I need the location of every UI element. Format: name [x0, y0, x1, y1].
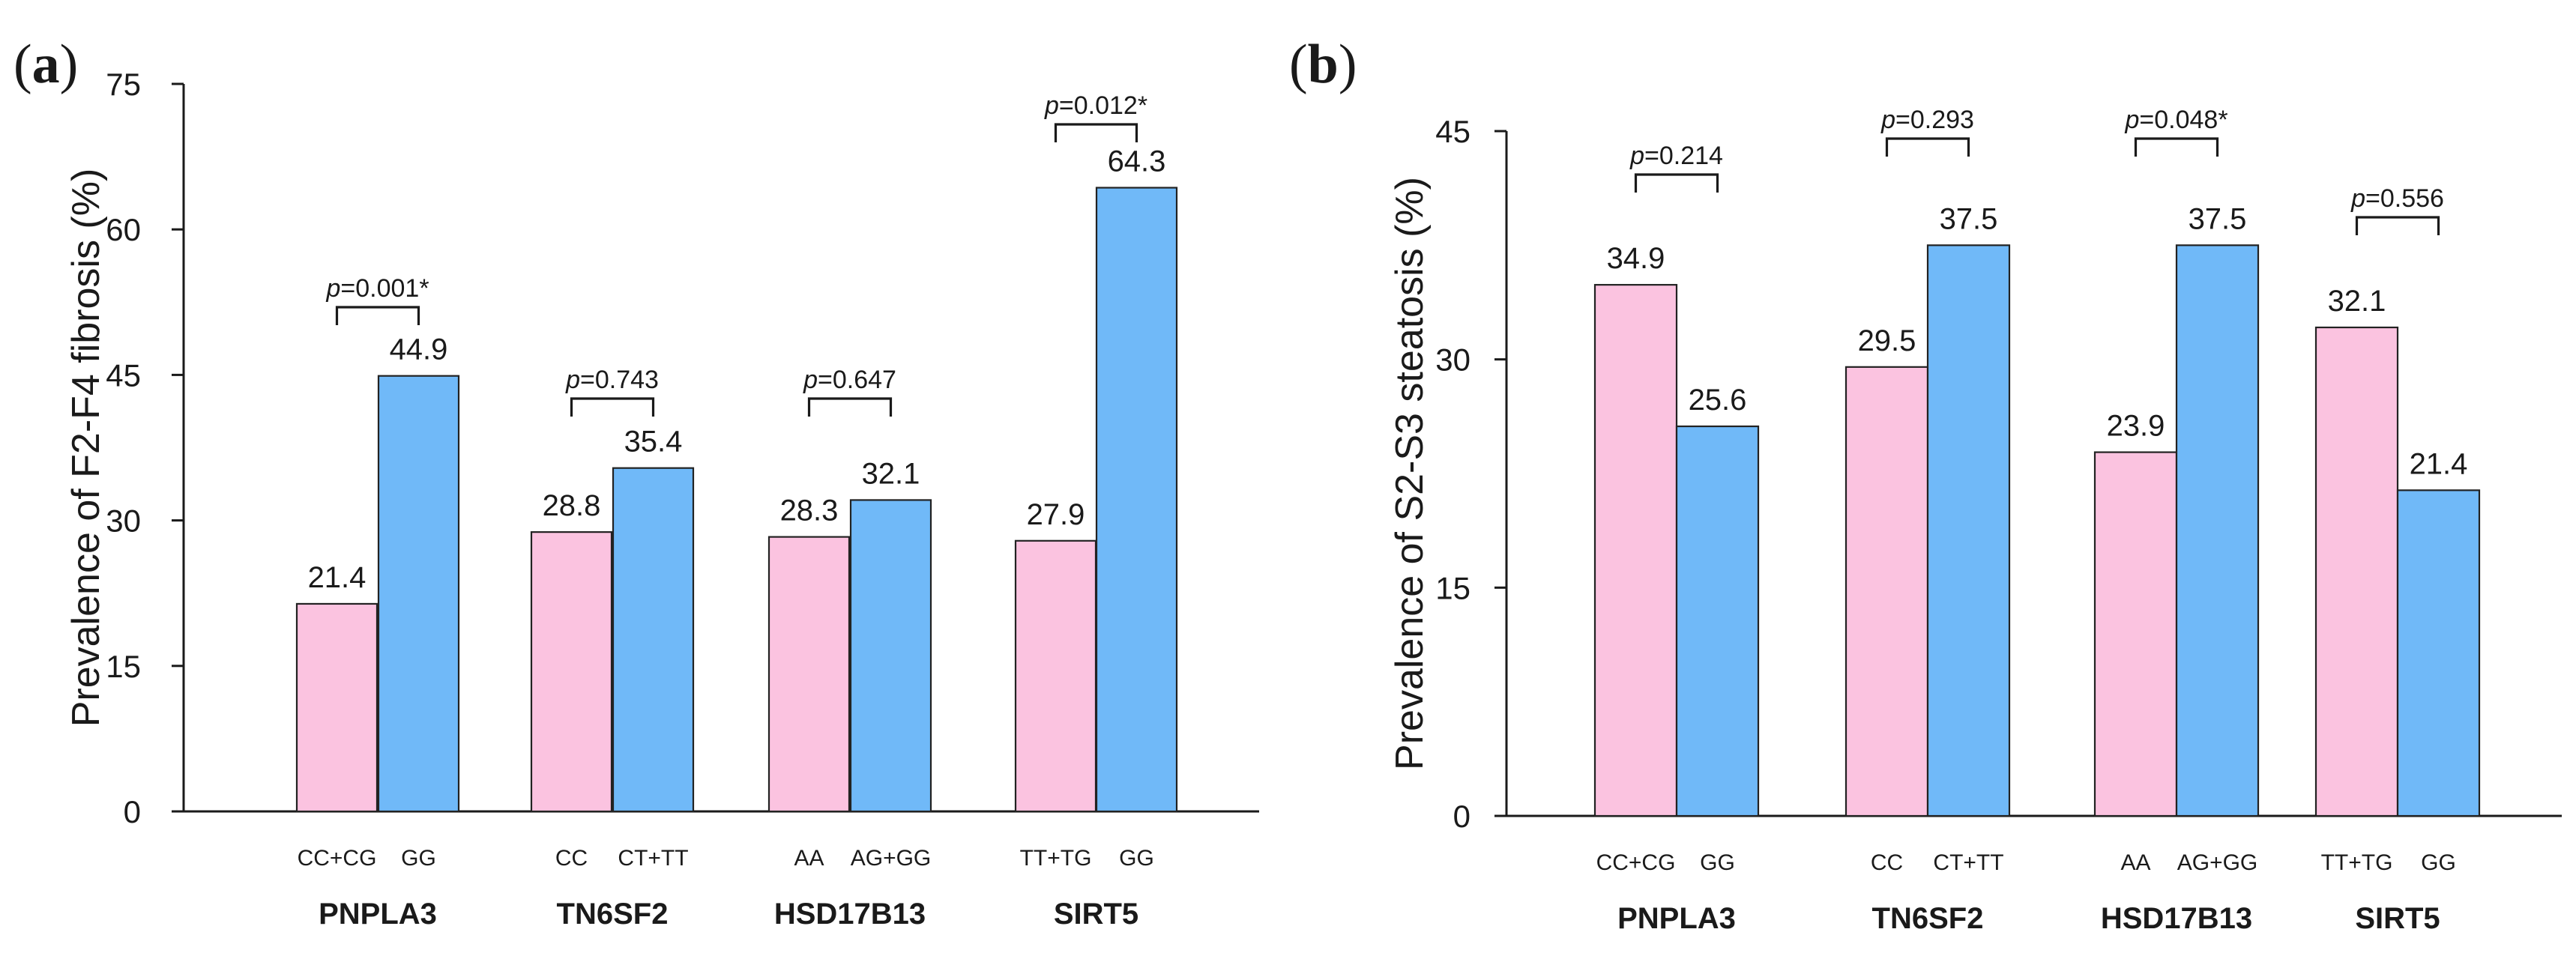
- bar-tn6sf2-blue: [612, 467, 695, 813]
- p-value-label: p=0.012*: [1044, 91, 1147, 120]
- p-value-label: p=0.001*: [325, 274, 429, 303]
- genotype-label: AG+GG: [2177, 850, 2258, 875]
- genotype-label: GG: [2421, 850, 2456, 875]
- value-label: 37.5: [2189, 202, 2247, 235]
- genotype-label: AG+GG: [851, 846, 932, 871]
- y-tick-label: 0: [124, 794, 141, 829]
- p-value-label: p=0.214: [1629, 142, 1723, 170]
- value-label: 35.4: [624, 426, 683, 459]
- bar-sirt5-pink: [2314, 326, 2399, 817]
- genotype-label: CC: [555, 846, 588, 871]
- significance-bracket: [335, 306, 420, 325]
- genotype-label: AA: [2120, 850, 2150, 875]
- significance-bracket: [570, 397, 655, 417]
- gene-label: PNPLA3: [1617, 902, 1736, 935]
- bar-hsd17b13-blue: [2175, 244, 2260, 817]
- value-label: 25.6: [1689, 384, 1747, 417]
- y-axis-title: Prevalence of F2-F4 fibrosis (%): [64, 169, 108, 727]
- p-value-label: p=0.556: [2350, 184, 2444, 213]
- p-value-label: p=0.293: [1880, 106, 1974, 134]
- genotype-label: CC+CG: [1596, 850, 1676, 875]
- genotype-label: CT+TT: [618, 846, 688, 871]
- value-label: 27.9: [1027, 498, 1085, 531]
- significance-bracket: [1634, 173, 1719, 193]
- significance-bracket: [2355, 216, 2440, 235]
- bar-tn6sf2-pink: [1844, 366, 1929, 817]
- y-tick-label: 75: [106, 67, 141, 102]
- value-label: 21.4: [308, 561, 367, 594]
- genotype-label: CT+TT: [1933, 850, 2003, 875]
- gene-label: TN6SF2: [1872, 902, 1984, 935]
- panel-label: (a): [13, 34, 78, 95]
- bar-pnpla3-blue: [1675, 425, 1760, 817]
- p-value-label: p=0.048*: [2124, 106, 2227, 134]
- genotype-label: TT+TG: [2321, 850, 2393, 875]
- gene-label: HSD17B13: [2101, 902, 2252, 935]
- bar-sirt5-blue: [1095, 187, 1178, 813]
- bar-pnpla3-pink: [295, 602, 378, 813]
- significance-bracket: [2134, 137, 2219, 157]
- y-tick-label: 0: [1453, 799, 1471, 834]
- bar-tn6sf2-pink: [530, 531, 613, 813]
- value-label: 29.5: [1858, 324, 1916, 357]
- y-tick-label: 30: [1435, 342, 1471, 378]
- gene-label: HSD17B13: [774, 898, 926, 931]
- value-label: 34.9: [1607, 242, 1665, 275]
- bar-pnpla3-blue: [377, 375, 460, 813]
- p-value-label: p=0.743: [565, 366, 659, 394]
- genotype-label: GG: [401, 846, 436, 871]
- value-label: 28.8: [543, 489, 601, 522]
- panel-label: (b): [1289, 34, 1357, 95]
- value-label: 32.1: [862, 457, 920, 490]
- genotype-label: AA: [794, 846, 824, 871]
- bar-hsd17b13-pink: [2093, 451, 2178, 817]
- y-axis-title: Prevalence of S2-S3 steatosis (%): [1388, 177, 1432, 770]
- genotype-label: TT+TG: [1020, 846, 1092, 871]
- value-label: 44.9: [390, 333, 448, 366]
- y-tick-label: 45: [1435, 114, 1471, 149]
- value-label: 28.3: [780, 494, 839, 527]
- value-label: 23.9: [2107, 410, 2165, 443]
- panel-a: (a) 0 15 30 45 60 75 Prevalence of F2-F4 fibros…: [13, 34, 1259, 931]
- gene-label: SIRT5: [2355, 902, 2440, 935]
- value-label: 37.5: [1940, 202, 1998, 235]
- bar-tn6sf2-blue: [1926, 244, 2011, 817]
- gene-label: PNPLA3: [319, 898, 437, 931]
- p-value-label: p=0.647: [803, 366, 896, 394]
- bar-sirt5-blue: [2396, 489, 2481, 817]
- gene-label: SIRT5: [1054, 898, 1138, 931]
- significance-bracket: [807, 397, 893, 417]
- value-label: 64.3: [1108, 145, 1166, 178]
- significance-bracket: [1885, 137, 1970, 157]
- bar-hsd17b13-pink: [767, 536, 851, 813]
- gene-label: TN6SF2: [557, 898, 669, 931]
- genotype-label: GG: [1119, 846, 1154, 871]
- bar-hsd17b13-blue: [849, 499, 932, 813]
- bar-pnpla3-pink: [1593, 284, 1678, 817]
- y-tick-label: 15: [1435, 570, 1471, 605]
- genotype-label: GG: [1700, 850, 1735, 875]
- bar-sirt5-pink: [1014, 539, 1097, 813]
- y-tick-label: 45: [106, 357, 141, 393]
- significance-bracket: [1054, 123, 1138, 142]
- value-label: 21.4: [2410, 447, 2468, 480]
- genotype-label: CC+CG: [298, 846, 377, 871]
- y-tick-label: 60: [106, 212, 141, 247]
- value-label: 32.1: [2328, 285, 2386, 318]
- y-tick-label: 15: [106, 649, 141, 684]
- y-tick-label: 30: [106, 503, 141, 539]
- genotype-label: CC: [1871, 850, 1903, 875]
